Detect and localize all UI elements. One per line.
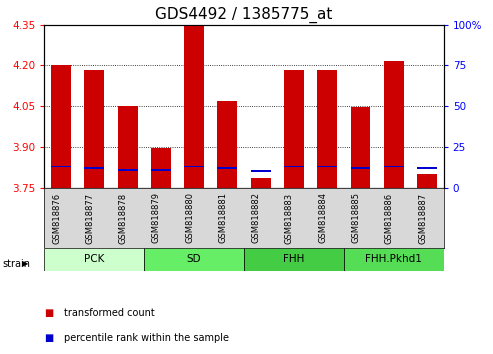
Bar bbox=[284, 70, 304, 188]
Bar bbox=[417, 174, 437, 188]
Bar bbox=[244, 248, 344, 271]
Bar bbox=[84, 70, 104, 188]
Bar bbox=[117, 106, 138, 188]
Bar bbox=[217, 101, 237, 188]
Text: ■: ■ bbox=[44, 308, 54, 318]
Bar bbox=[250, 178, 271, 188]
Bar bbox=[351, 167, 370, 169]
Text: GSM818882: GSM818882 bbox=[251, 193, 261, 244]
Bar bbox=[184, 26, 204, 188]
Text: GSM818887: GSM818887 bbox=[418, 193, 427, 244]
Text: GSM818883: GSM818883 bbox=[285, 193, 294, 244]
Text: GSM818885: GSM818885 bbox=[352, 193, 360, 244]
Text: SD: SD bbox=[187, 254, 202, 264]
Bar bbox=[417, 167, 437, 169]
Text: GSM818880: GSM818880 bbox=[185, 193, 194, 244]
Bar bbox=[217, 167, 237, 169]
Bar bbox=[317, 70, 337, 188]
Title: GDS4492 / 1385775_at: GDS4492 / 1385775_at bbox=[155, 7, 333, 23]
Text: ■: ■ bbox=[44, 333, 54, 343]
Text: PCK: PCK bbox=[84, 254, 105, 264]
Bar bbox=[44, 248, 144, 271]
Text: GSM818877: GSM818877 bbox=[85, 193, 94, 244]
Bar bbox=[144, 248, 244, 271]
Text: FHH.Pkhd1: FHH.Pkhd1 bbox=[365, 254, 422, 264]
Bar bbox=[117, 169, 138, 171]
Bar bbox=[351, 107, 370, 188]
Text: GSM818886: GSM818886 bbox=[385, 193, 394, 244]
Text: GSM818876: GSM818876 bbox=[52, 193, 61, 244]
Text: FHH: FHH bbox=[283, 254, 305, 264]
Bar bbox=[344, 248, 444, 271]
Text: ▶: ▶ bbox=[22, 259, 29, 268]
Bar bbox=[84, 167, 104, 169]
Text: GSM818879: GSM818879 bbox=[152, 193, 161, 244]
Text: GSM818881: GSM818881 bbox=[218, 193, 227, 244]
Text: strain: strain bbox=[2, 259, 31, 269]
Bar bbox=[51, 65, 71, 188]
Bar bbox=[151, 169, 171, 171]
Text: percentile rank within the sample: percentile rank within the sample bbox=[64, 333, 229, 343]
Bar bbox=[384, 166, 404, 167]
Bar bbox=[317, 166, 337, 167]
Text: GSM818878: GSM818878 bbox=[118, 193, 128, 244]
Bar bbox=[250, 170, 271, 172]
Bar bbox=[51, 166, 71, 167]
Bar bbox=[384, 62, 404, 188]
Bar bbox=[284, 166, 304, 167]
Bar bbox=[184, 166, 204, 167]
Text: GSM818884: GSM818884 bbox=[318, 193, 327, 244]
Bar bbox=[151, 148, 171, 188]
Text: transformed count: transformed count bbox=[64, 308, 155, 318]
